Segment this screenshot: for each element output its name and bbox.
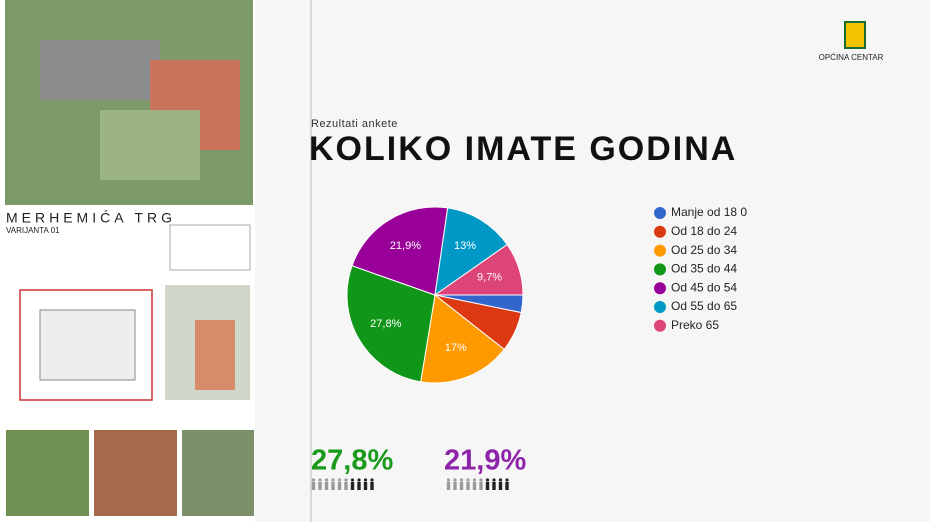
legend-label: Od 35 do 44 <box>671 262 737 276</box>
people-icons <box>311 478 509 490</box>
person-icon <box>459 482 464 490</box>
person-icon <box>357 482 361 490</box>
pie-slice <box>420 294 505 384</box>
board-subtitle: VARIJANTA 01 <box>6 226 60 235</box>
person-icon <box>479 478 483 482</box>
board-title: MERHEMIĆA TRG <box>6 210 176 226</box>
person-icon <box>357 478 361 482</box>
legend-label: Preko 65 <box>671 318 719 332</box>
person-icon <box>318 482 322 490</box>
slice-label: 9,7% <box>477 272 502 284</box>
person-icon <box>498 482 503 490</box>
legend-label: Od 45 do 54 <box>671 280 737 294</box>
legend-swatch <box>654 244 666 257</box>
legend-swatch <box>654 207 666 219</box>
legend-swatch <box>654 282 666 295</box>
person-icon <box>363 482 368 490</box>
person-icon <box>324 478 329 482</box>
person-icon <box>485 482 490 490</box>
person-icon <box>505 482 509 490</box>
legend-label: Od 18 do 24 <box>671 224 737 238</box>
person-icon <box>498 478 503 482</box>
slice-label: 13% <box>454 240 476 252</box>
person-icon <box>453 478 457 482</box>
person-icon <box>331 482 335 490</box>
person-icon <box>446 478 451 482</box>
legend-label: Manje od 18 0 <box>671 205 747 219</box>
person-icon <box>505 478 509 482</box>
slice-label: 17% <box>445 342 467 354</box>
pie-slice <box>433 243 524 296</box>
person-icon <box>453 482 457 490</box>
highlight-value: 27,8% <box>311 445 393 477</box>
logo-text: OPĆINA CENTAR <box>819 53 884 62</box>
slice-label: 21,9% <box>390 240 421 252</box>
person-icon <box>350 478 355 482</box>
pie-slice <box>434 207 508 297</box>
legend: Manje od 18 0 Od 18 do 24 Od 25 do 34 Od 35… <box>654 205 747 332</box>
person-icon <box>485 478 490 482</box>
person-icon <box>370 478 374 482</box>
person-icon <box>492 482 496 490</box>
legend-swatch <box>654 225 666 238</box>
person-icon <box>363 478 368 482</box>
pie: 17% 27,8% 21,9% 13% 9,7% <box>346 206 524 384</box>
slice-label: 27,8% <box>370 318 401 330</box>
person-icon <box>350 482 355 490</box>
person-icon <box>472 478 477 482</box>
chart-title: KOLIKO IMATE GODINA <box>309 130 737 168</box>
person-icon <box>370 482 374 490</box>
person-icon <box>344 482 348 490</box>
person-icon <box>459 478 464 482</box>
person-icon <box>331 478 335 482</box>
legend-swatch <box>654 319 666 332</box>
person-icon <box>492 478 496 482</box>
logo <box>844 21 866 49</box>
person-icon <box>324 482 329 490</box>
person-icon <box>311 482 316 490</box>
person-icon <box>466 478 470 482</box>
legend-label: Od 55 do 65 <box>671 299 737 313</box>
person-icon <box>446 482 451 490</box>
person-icon <box>466 482 470 490</box>
person-icon <box>472 482 477 490</box>
kicker: Rezultati ankete <box>311 118 398 130</box>
legend-label: Od 25 do 34 <box>671 243 737 257</box>
pie-slice <box>351 206 449 296</box>
person-icon <box>337 478 342 482</box>
person-icon <box>479 482 483 490</box>
person-icon <box>337 482 342 490</box>
board-images <box>5 0 254 516</box>
person-icon <box>318 478 322 482</box>
legend-swatch <box>654 263 666 276</box>
pie-slice <box>346 265 436 383</box>
person-icon <box>344 478 348 482</box>
person-icon <box>311 478 316 482</box>
legend-swatch <box>654 301 666 313</box>
highlight-value: 21,9% <box>444 445 526 477</box>
